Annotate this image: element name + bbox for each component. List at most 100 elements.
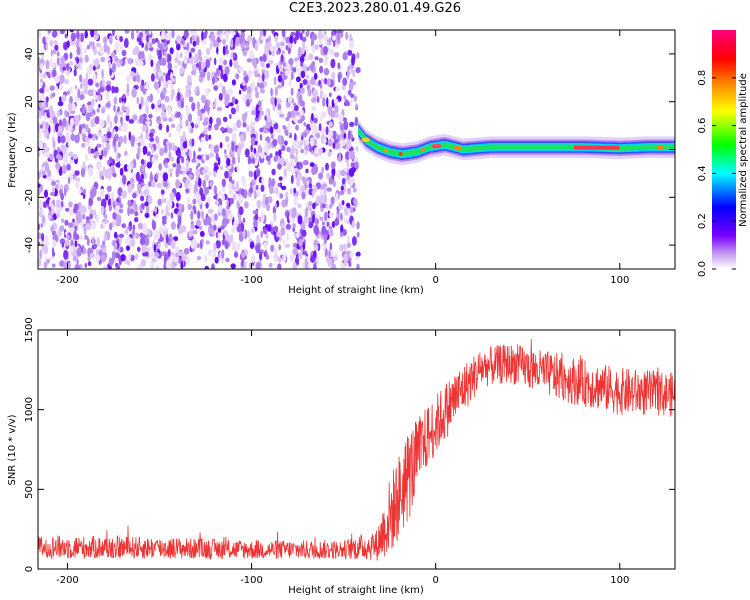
heatmap-noise-cell bbox=[117, 141, 121, 148]
heatmap-noise-cell bbox=[43, 201, 47, 208]
heatmap-noise-cell bbox=[248, 170, 254, 178]
heatmap-noise-cell bbox=[260, 88, 265, 94]
heatmap-noise-cell bbox=[306, 66, 310, 71]
heatmap-noise-cell bbox=[167, 199, 173, 210]
heatmap-noise-cell bbox=[146, 228, 151, 235]
heatmap-noise-cell bbox=[67, 102, 73, 112]
heatmap-noise-cell bbox=[52, 213, 57, 221]
heatmap-noise-cell bbox=[188, 230, 193, 238]
heatmap-noise-cell bbox=[286, 146, 291, 153]
heatmap-noise-cell bbox=[177, 181, 181, 187]
heatmap-noise-cell bbox=[62, 63, 67, 69]
heatmap-noise-cell bbox=[230, 107, 236, 115]
heatmap-noise-cell bbox=[311, 44, 315, 54]
heatmap-noise-cell bbox=[345, 151, 351, 160]
heatmap-noise-cell bbox=[214, 57, 217, 66]
heatmap-noise-cell bbox=[87, 133, 93, 139]
heatmap-noise-cell bbox=[150, 59, 154, 68]
heatmap-noise-cell bbox=[106, 57, 111, 62]
heatmap-noise-cell bbox=[210, 103, 214, 109]
heatmap-noise-cell bbox=[76, 258, 79, 267]
heatmap-noise-cell bbox=[328, 176, 334, 185]
heatmap-noise-cell bbox=[137, 183, 142, 194]
heatmap-noise-cell bbox=[318, 123, 322, 132]
heatmap-noise-cell bbox=[263, 30, 267, 37]
heatmap-noise-cell bbox=[53, 40, 58, 45]
heatmap-noise-cell bbox=[136, 74, 141, 83]
heatmap-noise-cell bbox=[138, 38, 142, 46]
heatmap-noise-cell bbox=[273, 155, 278, 162]
heatmap-noise-cell bbox=[285, 223, 292, 230]
heatmap-noise-cell bbox=[129, 237, 136, 247]
heatmap-noise-cell bbox=[343, 95, 347, 101]
heatmap-noise-cell bbox=[80, 123, 87, 129]
heatmap-noise-cell bbox=[308, 183, 313, 189]
heatmap-noise-cell bbox=[304, 258, 308, 265]
heatmap-noise-cell bbox=[336, 39, 341, 45]
heatmap-noise-cell bbox=[205, 240, 210, 245]
heatmap-noise-cell bbox=[188, 51, 192, 59]
heatmap-noise-cell bbox=[221, 85, 226, 95]
heatmap-noise-cell bbox=[309, 64, 313, 69]
heatmap-noise-cell bbox=[127, 199, 132, 207]
heatmap-noise-cell bbox=[329, 37, 332, 45]
heatmap-noise-cell bbox=[39, 200, 45, 209]
heatmap-noise-cell bbox=[301, 191, 306, 200]
heatmap-noise-cell bbox=[199, 187, 204, 197]
heatmap-noise-cell bbox=[137, 246, 141, 252]
heatmap-noise-cell bbox=[261, 177, 265, 184]
heatmap-noise-cell bbox=[238, 232, 244, 242]
heatmap-noise-cell bbox=[292, 226, 296, 233]
heatmap-signal-peak bbox=[656, 145, 664, 150]
heatmap-noise-cell bbox=[84, 30, 88, 39]
heatmap-noise-cell bbox=[198, 199, 202, 205]
heatmap-noise-cell bbox=[105, 146, 109, 154]
heatmap-noise-cell bbox=[334, 104, 339, 114]
heatmap-noise-cell bbox=[113, 241, 118, 251]
heatmap-noise-cell bbox=[323, 68, 330, 76]
heatmap-noise-cell bbox=[341, 200, 345, 206]
heatmap-noise-cell bbox=[340, 169, 346, 177]
heatmap-noise-cell bbox=[177, 251, 184, 256]
heatmap-noise-cell bbox=[138, 31, 144, 39]
heatmap-noise-cell bbox=[307, 87, 312, 97]
heatmap-noise-cell bbox=[232, 193, 237, 201]
heatmap-noise-cell bbox=[333, 98, 339, 105]
heatmap-noise-cell bbox=[339, 190, 345, 196]
heatmap-noise-cell bbox=[87, 78, 94, 86]
heatmap-noise-cell bbox=[284, 140, 288, 146]
heatmap-noise-cell bbox=[67, 177, 71, 185]
heatmap-noise-cell bbox=[173, 236, 179, 242]
heatmap-noise-cell bbox=[44, 127, 49, 136]
heatmap-noise-cell bbox=[108, 222, 113, 231]
heatmap-noise-cell bbox=[233, 220, 239, 228]
heatmap-noise-cell bbox=[311, 112, 314, 122]
heatmap-noise-cell bbox=[76, 213, 82, 224]
heatmap-noise-cell bbox=[85, 72, 89, 82]
heatmap-noise-cell bbox=[261, 98, 264, 104]
heatmap-noise-cell bbox=[269, 46, 274, 52]
heatmap-noise-cell bbox=[128, 221, 132, 227]
heatmap-noise-cell bbox=[157, 39, 160, 49]
heatmap-noise-cell bbox=[67, 90, 70, 95]
heatmap-noise-cell bbox=[277, 103, 282, 112]
heatmap-noise-cell bbox=[305, 187, 310, 196]
heatmap-noise-cell bbox=[349, 98, 353, 107]
heatmap-noise-cell bbox=[47, 30, 52, 34]
heatmap-noise-cell bbox=[192, 198, 197, 205]
heatmap-noise-cell bbox=[232, 52, 236, 59]
spectrogram-y-tick-label: -20 bbox=[24, 189, 35, 205]
heatmap-noise-cell bbox=[161, 209, 164, 215]
heatmap-noise-cell bbox=[253, 191, 257, 200]
heatmap-noise-cell bbox=[55, 199, 62, 209]
heatmap-noise-cell bbox=[186, 42, 190, 52]
heatmap-noise-cell bbox=[125, 106, 130, 116]
heatmap-noise-cell bbox=[72, 218, 75, 223]
spectrogram-y-tick-label: 0 bbox=[24, 146, 35, 152]
heatmap-noise-cell bbox=[66, 63, 70, 71]
heatmap-noise-cell bbox=[74, 234, 80, 241]
heatmap-noise-cell bbox=[84, 262, 88, 268]
heatmap-noise-cell bbox=[311, 190, 316, 195]
